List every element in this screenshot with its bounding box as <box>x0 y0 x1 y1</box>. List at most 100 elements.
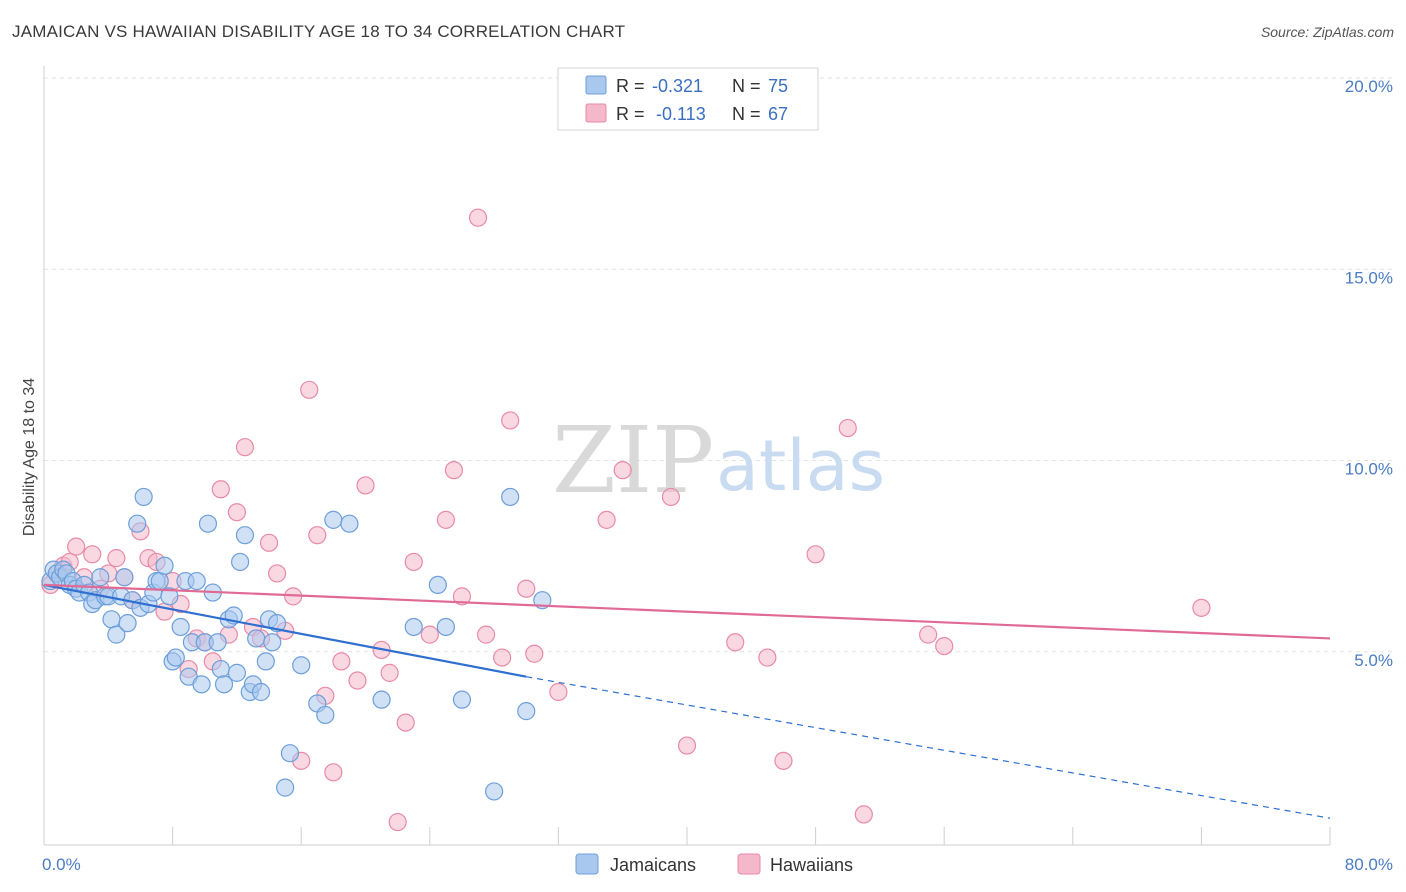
hawaiians-point <box>404 552 423 572</box>
hawaiians-point <box>67 537 86 556</box>
jamaicans-point <box>256 652 275 671</box>
hawaiians-point <box>300 380 319 399</box>
jamaicans-trend-extension <box>526 676 1331 819</box>
x-tick-label: 80.0% <box>1345 855 1393 874</box>
hawaiians-point <box>227 503 246 522</box>
hawaiians-point <box>1192 598 1211 617</box>
jamaicans-point <box>134 487 153 507</box>
jamaicans-point <box>187 571 206 591</box>
x-tick-labels: 0.0% 80.0% <box>42 855 1393 874</box>
hawaiians-point <box>525 644 544 663</box>
hawaiians-point <box>517 579 536 598</box>
legend-n-label-hawaiians: N = <box>732 104 761 124</box>
jamaicans-point <box>208 633 227 652</box>
jamaicans-point <box>150 571 169 591</box>
hawaiians-point <box>444 461 464 480</box>
bottom-legend-label-jamaicans: Jamaicans <box>610 855 696 875</box>
hawaiians-point <box>83 545 102 564</box>
jamaicans-point <box>235 526 255 545</box>
hawaiians-point <box>107 549 126 568</box>
jamaicans-point <box>231 552 250 572</box>
hawaiians-point <box>468 208 488 227</box>
x-tick-label: 0.0% <box>42 855 81 874</box>
jamaicans-point <box>128 514 147 533</box>
jamaicans-point <box>292 656 311 675</box>
jamaicans-point <box>115 568 134 587</box>
hawaiians-trend-line <box>43 583 1331 640</box>
bottom-legend-swatch-hawaiians <box>737 853 761 875</box>
y-axis-label: Disability Age 18 to 34 <box>21 378 38 536</box>
jamaicans-point <box>517 702 536 721</box>
watermark-atlas: atlas <box>716 425 885 507</box>
hawaiians-point <box>235 438 255 457</box>
jamaicans-point <box>263 633 282 652</box>
hawaiians-point <box>838 418 857 438</box>
watermark-zip: ZIP <box>552 407 714 514</box>
y-tick-label: 15.0% <box>1345 268 1393 287</box>
jamaicans-point <box>251 682 271 702</box>
jamaicans-point <box>501 487 520 507</box>
y-tick-label: 5.0% <box>1354 651 1393 670</box>
hawaiians-point <box>452 587 472 606</box>
bottom-legend: Jamaicans Hawaiians <box>575 853 853 875</box>
jamaicans-trend-line <box>43 583 527 678</box>
y-tick-labels: 5.0% 10.0% 15.0% 20.0% <box>1345 77 1393 670</box>
hawaiians-point <box>726 633 745 652</box>
legend-n-label-jamaicans: N = <box>732 76 761 96</box>
jamaicans-point <box>276 778 295 797</box>
hawaiians-point <box>332 652 351 671</box>
hawaiians-point <box>356 476 375 495</box>
legend-swatch-jamaicans <box>585 75 607 95</box>
jamaicans-point <box>247 629 266 648</box>
jamaicans-point <box>118 614 137 633</box>
axes <box>43 66 1331 846</box>
hawaiians-point <box>348 671 367 690</box>
hawaiians-point <box>501 411 520 430</box>
hawaiians-point <box>758 648 777 667</box>
y-tick-label: 20.0% <box>1345 77 1393 96</box>
hawaiians-point <box>476 625 496 644</box>
hawaiians-point <box>549 682 568 702</box>
legend-n-value-jamaicans: 75 <box>768 76 788 96</box>
jamaicans-point <box>214 675 234 694</box>
jamaicans-point <box>107 625 126 644</box>
hawaiians-point <box>308 526 327 545</box>
top-legend: R = -0.321 N = 75 R = -0.113 N = 67 <box>557 67 819 131</box>
hawaiians-point <box>935 636 954 656</box>
hawaiians-point <box>613 461 632 480</box>
hawaiians-point <box>388 812 407 832</box>
jamaicans-point <box>192 675 211 694</box>
hawaiians-point <box>806 545 825 564</box>
legend-r-label-hawaiians: R = <box>616 104 645 124</box>
jamaicans-point <box>91 568 110 587</box>
jamaicans-point <box>316 705 335 725</box>
jamaicans-point <box>211 659 230 679</box>
jamaicans-point <box>436 617 455 637</box>
legend-r-value-hawaiians: -0.113 <box>656 104 706 124</box>
hawaiians-point <box>259 533 279 552</box>
hawaiians-point <box>919 625 938 644</box>
jamaicans-point <box>227 663 246 682</box>
jamaicans-point <box>372 690 391 709</box>
jamaicans-point <box>485 782 504 801</box>
jamaicans-point <box>428 575 447 595</box>
y-tick-label: 10.0% <box>1345 460 1393 479</box>
hawaiians-point <box>324 763 343 782</box>
bottom-legend-label-hawaiians: Hawaiians <box>770 855 853 875</box>
jamaicans-point <box>340 514 359 533</box>
legend-r-value-jamaicans: -0.321 <box>652 76 703 96</box>
chart-title: JAMAICAN VS HAWAIIAN DISABILITY AGE 18 T… <box>12 22 626 41</box>
hawaiians-point <box>774 751 793 770</box>
hawaiians-point <box>420 625 439 644</box>
hawaiians-points <box>41 208 1211 832</box>
hawaiians-point <box>267 564 287 583</box>
jamaicans-point <box>155 556 174 575</box>
jamaicans-point <box>102 610 121 629</box>
jamaicans-point <box>324 510 343 529</box>
hawaiians-point <box>436 510 455 529</box>
hawaiians-point <box>854 805 873 824</box>
bottom-legend-swatch-jamaicans <box>575 853 599 875</box>
hawaiians-point <box>661 487 681 507</box>
hawaiians-point <box>396 713 415 732</box>
